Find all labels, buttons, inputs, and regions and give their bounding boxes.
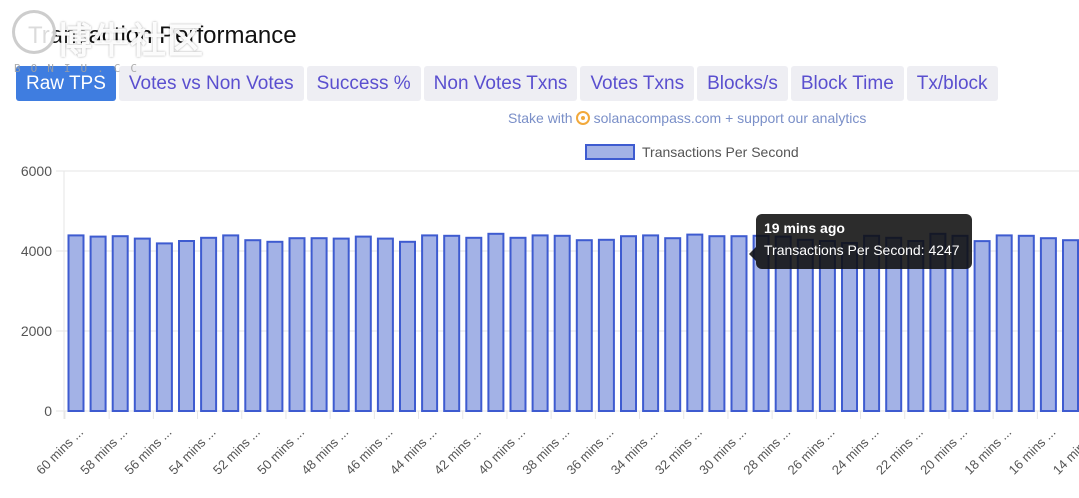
tab-votes-vs-non-votes[interactable]: Votes vs Non Votes [118,66,304,101]
bar[interactable]: 37 mins ago: 4270 [575,239,593,412]
chart-bars: 60 mins ago: 439059 mins ago: 436058 min… [67,232,1079,413]
x-tick-label: 50 mins ... [254,425,307,478]
chart-tooltip: 19 mins ago Transactions Per Second: 424… [749,214,972,269]
watermark-logo-icon [12,10,56,54]
bar[interactable]: 18 mins ago: 4390 [995,234,1013,413]
y-tick-label: 6000 [21,163,52,179]
x-tick-label: 20 mins ... [917,425,970,478]
y-tick-label: 2000 [21,323,52,339]
bar[interactable]: 36 mins ago: 4280 [597,238,615,412]
bar[interactable]: 49 mins ago: 4320 [310,237,328,412]
bar[interactable]: 42 mins ago: 4330 [465,236,483,412]
x-tick-label: 22 mins ... [873,425,926,478]
watermark-text: 博牛社区 [56,21,205,62]
x-tick-label: 54 mins ... [166,425,219,478]
tab-non-votes-txns[interactable]: Non Votes Txns [423,66,578,101]
bar[interactable]: 41 mins ago: 4430 [487,232,505,412]
bar[interactable]: 44 mins ago: 4390 [421,234,439,413]
y-axis-ticks: 0 2000 4000 6000 [21,163,52,419]
bar[interactable]: 50 mins ago: 4320 [288,237,306,412]
bar[interactable]: 17 mins ago: 4380 [1017,234,1035,412]
legend-swatch [585,144,635,160]
bar[interactable]: 59 mins ago: 4360 [89,235,107,412]
bar[interactable]: 35 mins ago: 4370 [620,235,637,412]
bar[interactable]: 45 mins ago: 4230 [399,240,416,412]
x-tick-label: 48 mins ... [298,425,351,478]
bar[interactable]: 33 mins ago: 4320 [664,237,682,412]
x-tick-label: 44 mins ... [387,425,440,478]
x-tick-label: 58 mins ... [77,425,130,478]
x-tick-label: 38 mins ... [519,425,572,478]
x-tick-label: 16 mins ... [1006,425,1059,478]
tab-votes-txns[interactable]: Votes Txns [580,66,695,101]
x-tick-label: 36 mins ... [564,425,617,478]
bar[interactable]: 34 mins ago: 4390 [642,234,660,413]
bar[interactable]: 32 mins ago: 4410 [686,233,704,412]
bar[interactable]: 38 mins ago: 4380 [553,234,571,412]
legend-label: Transactions Per Second [642,144,799,160]
tab-tx-per-block[interactable]: Tx/block [906,66,998,101]
bar[interactable]: 48 mins ago: 4310 [332,237,350,412]
stake-prefix: Stake with [508,110,573,126]
bar[interactable]: 55 mins ago: 4250 [178,240,195,412]
tooltip-title: 19 mins ago [764,220,845,236]
watermark-subtext: BONIU.CC [14,62,147,75]
bar[interactable]: 46 mins ago: 4310 [376,237,394,412]
y-tick-label: 4000 [21,243,52,259]
bar[interactable]: 54 mins ago: 4330 [200,236,218,412]
bar[interactable]: 43 mins ago: 4380 [443,234,461,412]
page-title: Transaction Performance [28,22,297,49]
bar[interactable]: 19 mins ago: 4247 [973,240,991,413]
bar[interactable]: 40 mins ago: 4330 [509,236,527,412]
x-axis-ticks: 60 mins ...58 mins ...56 mins ...54 mins… [33,411,1079,478]
watermark: 博牛社区 BONIU.CC [10,6,210,76]
bar[interactable]: 15 mins ago: 4270 [1062,239,1079,412]
bar[interactable]: 58 mins ago: 4370 [111,235,129,412]
stake-promo[interactable]: Stake with solanacompass.com + support ou… [508,110,866,126]
tooltip-body: Transactions Per Second: 4247 [764,242,960,258]
x-tick-label: 42 mins ... [431,425,484,478]
bar[interactable]: 39 mins ago: 4390 [531,234,549,413]
x-tick-label: 18 mins ... [961,425,1014,478]
y-tick-label: 0 [44,403,52,419]
x-tick-label: 30 mins ... [696,425,749,478]
bar[interactable]: 56 mins ago: 4190 [155,242,173,413]
tps-bar-chart: 0 2000 4000 6000 60 mins ago: 439059 mins a… [21,144,1079,478]
x-tick-label: 46 mins ... [343,425,396,478]
chart-tabs: Raw TPS Votes vs Non Votes Success % Non… [16,66,1001,101]
bar[interactable]: 52 mins ago: 4270 [244,239,262,412]
bar[interactable]: 51 mins ago: 4230 [266,240,284,412]
x-tick-label: 60 mins ... [33,425,86,478]
bar[interactable]: 31 mins ago: 4370 [708,235,726,412]
bar[interactable]: 16 mins ago: 4320 [1039,237,1057,412]
tab-blocks-per-second[interactable]: Blocks/s [697,66,788,101]
x-tick-label: 26 mins ... [785,425,838,478]
stake-link[interactable]: solanacompass.com + support our analytic… [593,110,867,126]
bar[interactable]: 47 mins ago: 4360 [354,235,372,412]
x-tick-label: 32 mins ... [652,425,705,478]
tab-raw-tps[interactable]: Raw TPS [16,66,116,101]
bar[interactable]: 57 mins ago: 4310 [133,237,151,412]
solana-compass-icon [575,111,590,125]
x-tick-label: 34 mins ... [608,425,661,478]
x-tick-label: 28 mins ... [740,425,793,478]
bar[interactable]: 53 mins ago: 4390 [222,234,240,413]
x-tick-label: 52 mins ... [210,425,263,478]
chart-legend[interactable]: Transactions Per Second [585,144,799,160]
x-tick-label: 40 mins ... [475,425,528,478]
tab-success-percent[interactable]: Success % [306,66,421,101]
x-tick-label: 56 mins ... [122,425,175,478]
bar[interactable]: 30 mins ago: 4370 [730,235,748,412]
tab-block-time[interactable]: Block Time [790,66,904,101]
x-tick-label: 24 mins ... [829,425,882,478]
bar[interactable]: 60 mins ago: 4390 [67,234,85,413]
